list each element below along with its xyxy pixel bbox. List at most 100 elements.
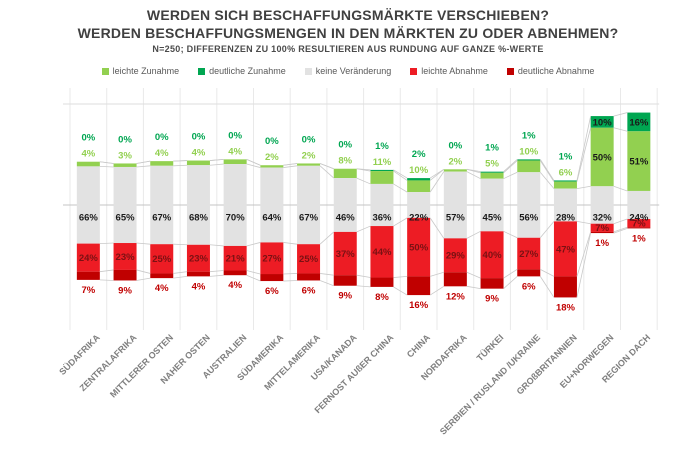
value-label-deutliche-abnahme: 12% [446,291,466,302]
value-label-deutliche-zunahme: 0% [228,130,242,141]
value-label-leichte-zunahme: 4% [155,148,169,159]
connector-line [539,276,555,298]
connector-line [173,271,188,274]
bar-segment-keine-veraenderung [223,164,247,246]
value-label-deutliche-abnahme: 9% [118,285,132,296]
connector-line [99,165,114,168]
connector-line [319,163,334,170]
bar-segment-leichte-zunahme [297,163,321,166]
bar-segment-keine-veraenderung [590,186,614,224]
bar-segment-leichte-abnahme [297,244,321,274]
connector-line [356,274,371,278]
bar-segment-leichte-zunahme [186,160,210,166]
bar-segment-leichte-abnahme [260,242,284,275]
connector-line [283,242,298,245]
value-label-keine-veraenderung: 65% [116,213,136,224]
connector-line [319,231,335,245]
value-label-keine-veraenderung: 68% [189,213,209,224]
value-label-keine-veraenderung: 36% [372,213,392,224]
value-label-deutliche-zunahme: 0% [192,132,206,143]
bar-segment-leichte-zunahme [627,131,651,191]
connector-line [173,160,187,162]
connector-line [503,276,518,289]
value-label-leichte-abnahme: 7% [632,219,646,230]
chart-title-line-2: WERDEN BESCHAFFUNGSMENGEN IN DEN MÄRKTEN… [77,25,619,41]
bar-segment-leichte-zunahme [443,169,467,172]
bar-segment-leichte-abnahme [76,243,100,272]
connector-line [319,280,334,287]
bar-segment-keine-veraenderung [443,171,467,239]
connector-line [393,217,408,227]
bar-segment-leichte-abnahme [333,231,357,276]
value-label-leichte-abnahme: 21% [226,254,246,265]
legend-item-4: deutliche Abnahme [506,66,595,76]
connector-line [393,183,408,193]
bar-segment-deutliche-abnahme [186,271,210,277]
value-label-leichte-zunahme: 51% [629,157,649,168]
legend-swatch-icon [506,67,514,75]
value-label-deutliche-zunahme: 0% [448,140,462,151]
bar-segment-keine-veraenderung [480,178,504,232]
value-label-deutliche-zunahme: 0% [338,140,352,151]
bar-segment-leichte-abnahme [113,243,137,270]
legend-label: deutliche Abnahme [517,66,595,76]
connector-line [283,273,298,275]
value-label-leichte-abnahme: 23% [116,252,136,263]
connector-line [576,220,591,225]
chart-legend: leichte Zunahme deutliche Zunahme keine Ve… [0,64,696,78]
value-label-deutliche-abnahme: 4% [155,283,169,294]
bar-segment-leichte-zunahme [260,165,284,168]
bar-segment-deutliche-abnahme [297,273,321,281]
legend-swatch-icon [101,67,109,75]
bar-segment-keine-veraenderung [370,183,394,227]
value-label-deutliche-zunahme: 1% [375,141,389,152]
bar-segment-leichte-abnahme [223,245,247,271]
connector-line [136,165,151,168]
value-label-leichte-abnahme: 25% [152,254,172,265]
connector-line [466,168,481,174]
legend-swatch-icon [198,67,206,75]
bar-segment-keine-veraenderung [76,166,100,244]
connector-line [613,228,628,234]
value-label-deutliche-abnahme: 7% [81,285,95,296]
connector-line [246,159,261,166]
category-label: MITTLERER OSTEN [108,332,175,399]
value-label-keine-veraenderung: 28% [556,213,576,224]
connector-line [393,169,408,179]
bar-segment-leichte-abnahme [186,244,210,272]
bar-segment-deutliche-zunahme [553,180,577,182]
bar-segment-leichte-zunahme [553,181,577,189]
value-label-deutliche-abnahme: 6% [265,286,279,297]
legend-item-0: leichte Zunahme [101,66,179,76]
value-label-deutliche-zunahme: 0% [81,133,95,144]
connector-line [429,217,445,239]
value-label-keine-veraenderung: 67% [152,213,172,224]
legend-item-2: keine Veränderung [304,66,391,76]
legend-item-1: deutliche Zunahme [198,66,286,76]
connector-line [393,170,408,181]
connector-line [576,115,592,181]
connector-line [466,285,481,290]
connector-line [136,242,151,245]
value-label-leichte-zunahme: 4% [192,148,206,159]
connector-line [576,127,592,182]
bar-segment-keine-veraenderung [333,178,357,232]
value-label-deutliche-abnahme: 16% [409,300,429,311]
bar-segment-deutliche-abnahme [113,269,137,281]
connector-line [540,268,555,277]
bar-segment-deutliche-abnahme [590,231,614,234]
connector-line [393,286,408,296]
legend-item-3: leichte Abnahme [410,66,488,76]
category-label: TÜRKEI [475,332,506,363]
bar-segment-keine-veraenderung [297,165,321,245]
value-label-leichte-zunahme: 10% [409,165,429,176]
connector-line [99,242,114,245]
value-label-leichte-abnahme: 40% [483,250,503,261]
value-label-keine-veraenderung: 64% [262,213,282,224]
connector-line [576,231,592,277]
value-label-leichte-abnahme: 29% [446,251,466,262]
bar-segment-deutliche-zunahme [370,169,394,172]
value-label-leichte-zunahme: 6% [559,167,573,178]
connector-line [503,160,518,174]
bar-segment-keine-veraenderung [113,166,137,244]
